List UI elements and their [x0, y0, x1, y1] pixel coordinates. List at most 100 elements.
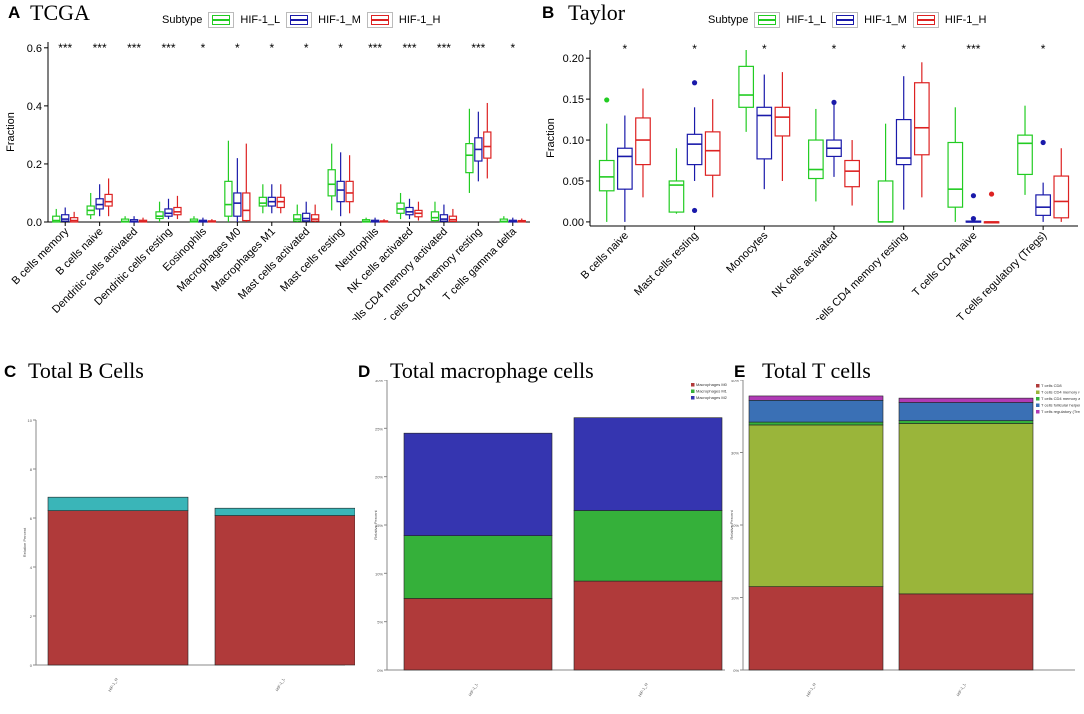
box-iqr [686, 133, 703, 166]
stacked-bar-segment [748, 421, 884, 426]
box-iqr [430, 211, 440, 222]
y-tick-label: 0.20 [563, 53, 584, 65]
significance-label: * [269, 41, 274, 55]
stacked-bar-segment [898, 402, 1034, 421]
y-axis-title: Fraction [545, 118, 557, 158]
x-tick-label: Macrophages M0 [175, 226, 244, 295]
outlier-point [988, 191, 995, 197]
significance-label: *** [93, 41, 107, 55]
panel-c-letter: C [4, 362, 17, 381]
legend-swatch [691, 396, 695, 400]
panel-c-title: Total B Cells [28, 358, 144, 383]
x-tick-label: HIF-1_H [107, 677, 119, 693]
box-iqr [598, 159, 615, 192]
y-tick-label: 0.15 [563, 94, 584, 106]
box-iqr [774, 106, 791, 137]
legend-a-key-m [286, 12, 313, 28]
y-tick-label: 10% [731, 596, 739, 601]
y-tick-label: 0.0 [27, 217, 42, 229]
y-tick-label: 0.2 [27, 159, 42, 171]
stacked-bar-segment [748, 395, 884, 401]
x-tick-label: NK cells activated [770, 230, 840, 300]
legend-a-label-m: HIF-1_M [318, 14, 361, 26]
box-iqr [336, 180, 345, 203]
panel-d-letter: D [358, 362, 371, 381]
box-iqr [844, 159, 860, 188]
legend-swatch [691, 383, 695, 387]
y-tick-label: 0% [733, 668, 739, 673]
legend-b: Subtype HIF-1_L HIF-1_M HIF-1_H [708, 12, 986, 28]
significance-label: *** [437, 41, 451, 55]
outlier-point [1040, 139, 1046, 146]
y-tick-label: 20% [375, 475, 383, 480]
box-iqr [61, 214, 70, 222]
x-tick-label: Monocytes [724, 229, 770, 275]
box-iqr [895, 118, 912, 166]
stacked-bar-segment [898, 593, 1034, 671]
box-iqr [439, 214, 449, 222]
legend-swatch [691, 389, 695, 393]
stacked-bar-segment [573, 510, 723, 582]
legend-b-key-m [832, 12, 859, 28]
box-iqr [483, 131, 492, 159]
box-iqr [327, 169, 336, 197]
y-tick-label: 5% [377, 620, 383, 625]
box-iqr [155, 211, 164, 220]
box-iqr [738, 65, 755, 108]
outlier-point [970, 193, 977, 199]
significance-label: *** [368, 41, 382, 55]
chart-b-taylor-boxplot: 0.00 0.05 0.10 0.15 0.20 Fraction B cells naiv… [545, 42, 1078, 320]
legend-a: Subtype HIF-1_L HIF-1_M HIF-1_H [162, 12, 440, 28]
legend-swatch [1036, 403, 1040, 407]
significance-label: * [201, 41, 206, 55]
chart-d-total-macrophages: 0% 5% 10% 15% 20% 25% 30% Relative Percent HIF-1… [373, 380, 728, 698]
x-tick-label: T cells CD4 naive [910, 230, 979, 299]
x-tick-label: HIF-1_H [637, 682, 649, 698]
y-tick-label: 30% [375, 380, 383, 383]
outlier-point [691, 207, 698, 214]
box-iqr [233, 192, 242, 217]
box-iqr [293, 214, 302, 222]
box-iqr [1035, 194, 1051, 216]
significance-label: * [762, 42, 767, 56]
legend-b-key-l [754, 12, 781, 28]
stacked-bar-segment [898, 420, 1034, 424]
box-iqr [913, 82, 930, 156]
x-tick-label: Mast cells resting [632, 230, 701, 299]
y-tick-label: 0% [377, 668, 383, 673]
box-iqr [877, 180, 894, 223]
outlier-point [691, 80, 698, 86]
significance-label: * [235, 41, 240, 55]
y-tick-label: 0.4 [27, 101, 42, 113]
y-tick-label: 20% [731, 523, 739, 528]
y-tick-label: 10% [375, 571, 383, 576]
box-iqr [808, 139, 824, 180]
legend-label: T cells regulatory (Tregs) [1041, 409, 1080, 414]
y-tick-label: 30% [731, 451, 739, 456]
panel-e-title: Total T cells [762, 358, 871, 383]
legend-swatch [1036, 397, 1040, 401]
significance-label: * [304, 41, 309, 55]
significance-label: *** [58, 41, 72, 55]
legend-b-label-m: HIF-1_M [864, 14, 907, 26]
stacked-bar-segment [573, 580, 723, 671]
panel-a-letter: A [8, 3, 21, 22]
y-tick-label: 10 [28, 418, 33, 423]
significance-label: * [338, 41, 343, 55]
y-axis-title: Relative Percent [22, 527, 27, 557]
x-tick-label: HIF-1_L [955, 681, 967, 697]
box-iqr [258, 196, 268, 207]
panel-a-title: TCGA [30, 0, 90, 25]
significance-label: *** [402, 41, 416, 55]
outlier-point [831, 99, 837, 105]
panel-e-letter: E [734, 362, 746, 381]
stacked-bar-segment [748, 586, 884, 671]
legend-label: T cells CD4 memory activated [1041, 396, 1080, 401]
y-tick-label: 15% [375, 523, 383, 528]
x-tick-label: HIF-1_L [467, 681, 479, 697]
box-iqr [617, 147, 633, 190]
legend-a-label-h: HIF-1_H [398, 14, 441, 26]
box-iqr [704, 131, 721, 176]
legend-a-label-l: HIF-1_L [240, 14, 281, 26]
